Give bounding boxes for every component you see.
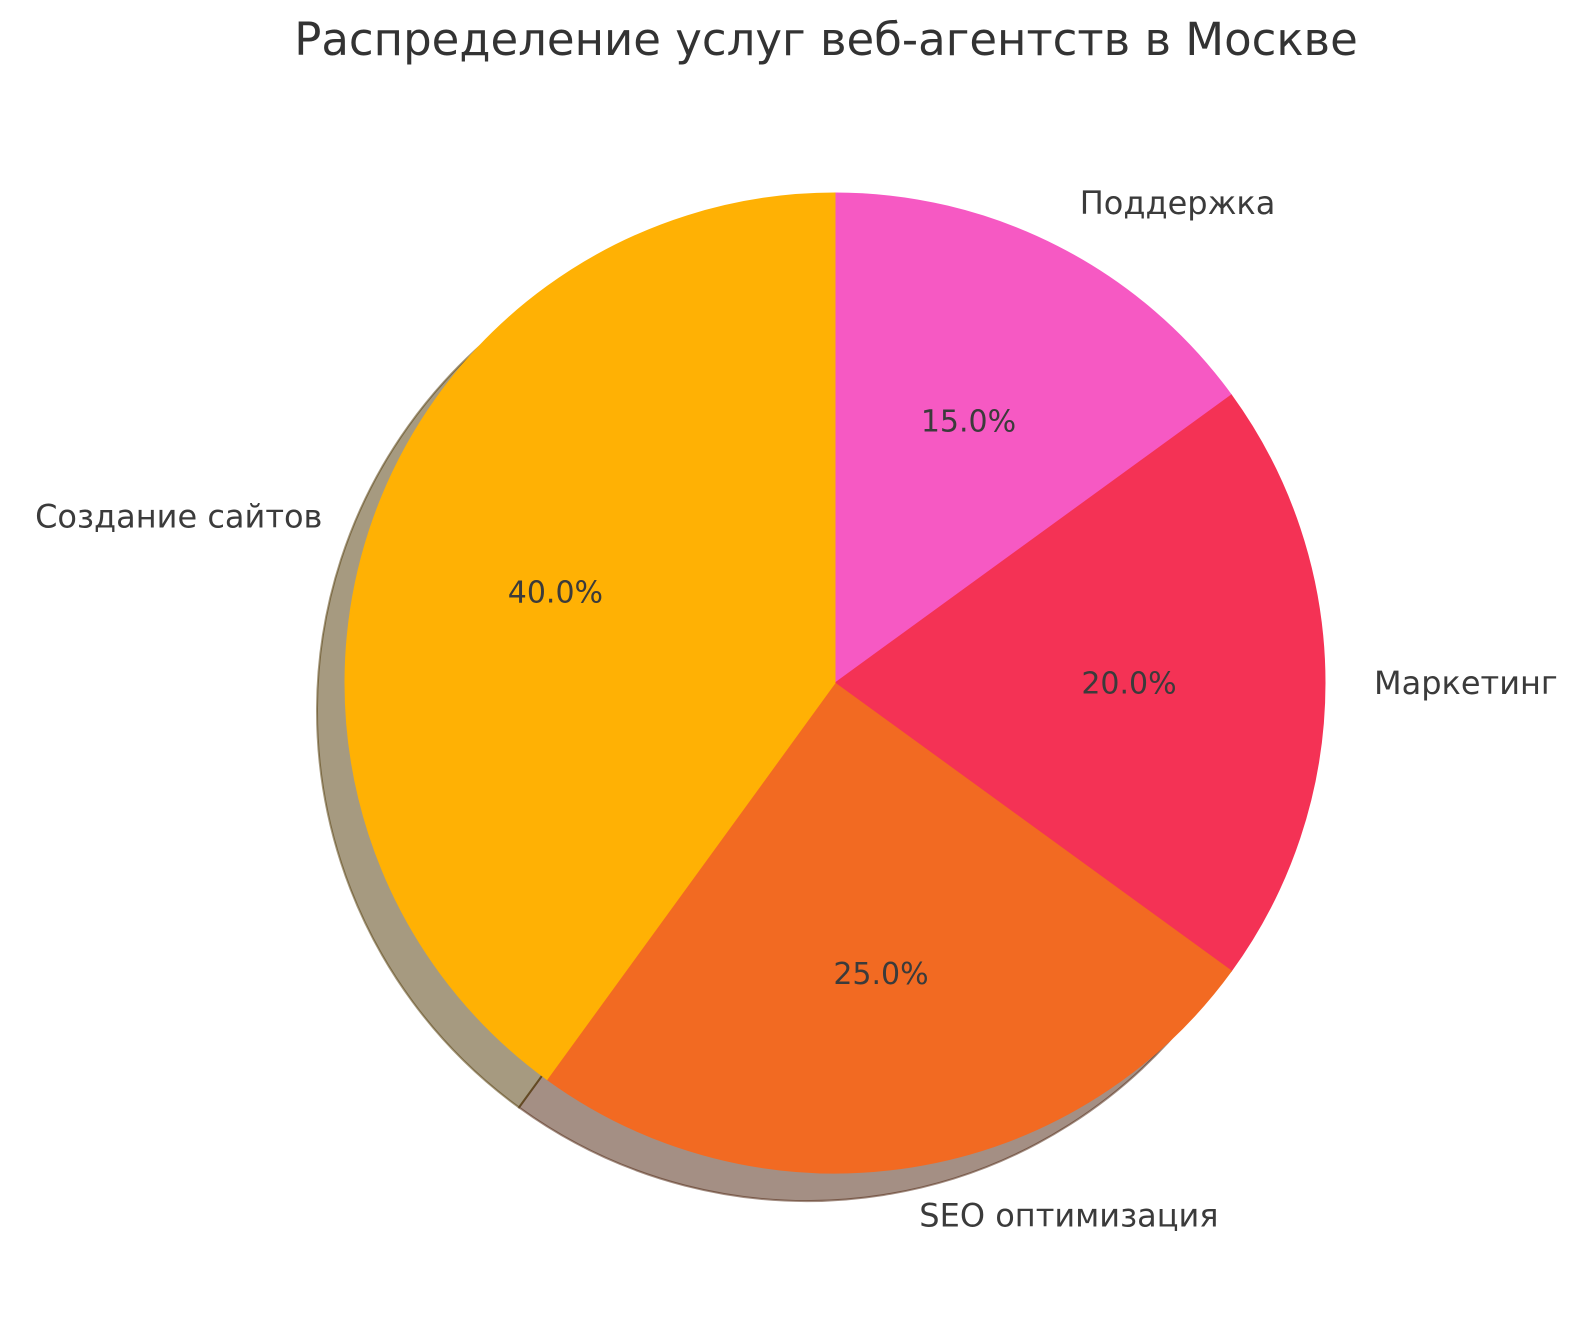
pie-slices xyxy=(344,192,1326,1174)
pie-percent-labels: 15.0% 20.0% 25.0% 40.0% xyxy=(508,405,1177,992)
slice-label-3: Создание сайтов xyxy=(35,498,322,536)
pie-slice-2 xyxy=(546,682,1233,1174)
pct-label-0: 15.0% xyxy=(921,405,1016,440)
pie-slice-0 xyxy=(834,192,1233,684)
pct-label-2: 25.0% xyxy=(833,957,928,992)
chart-title: Распределение услуг веб-агентств в Москв… xyxy=(294,13,1358,66)
pie-slice-3 xyxy=(344,192,836,1081)
slice-label-2: SEO оптимизация xyxy=(919,1197,1218,1235)
pie-slice-labels: Поддержка Маркетинг SEO оптимизация Создани… xyxy=(35,184,1558,1235)
slice-label-0: Поддержка xyxy=(1080,184,1276,222)
pie-slice-1 xyxy=(834,394,1326,972)
pct-label-3: 40.0% xyxy=(508,576,603,611)
slice-label-1: Маркетинг xyxy=(1374,664,1558,702)
pct-label-1: 20.0% xyxy=(1081,667,1176,702)
